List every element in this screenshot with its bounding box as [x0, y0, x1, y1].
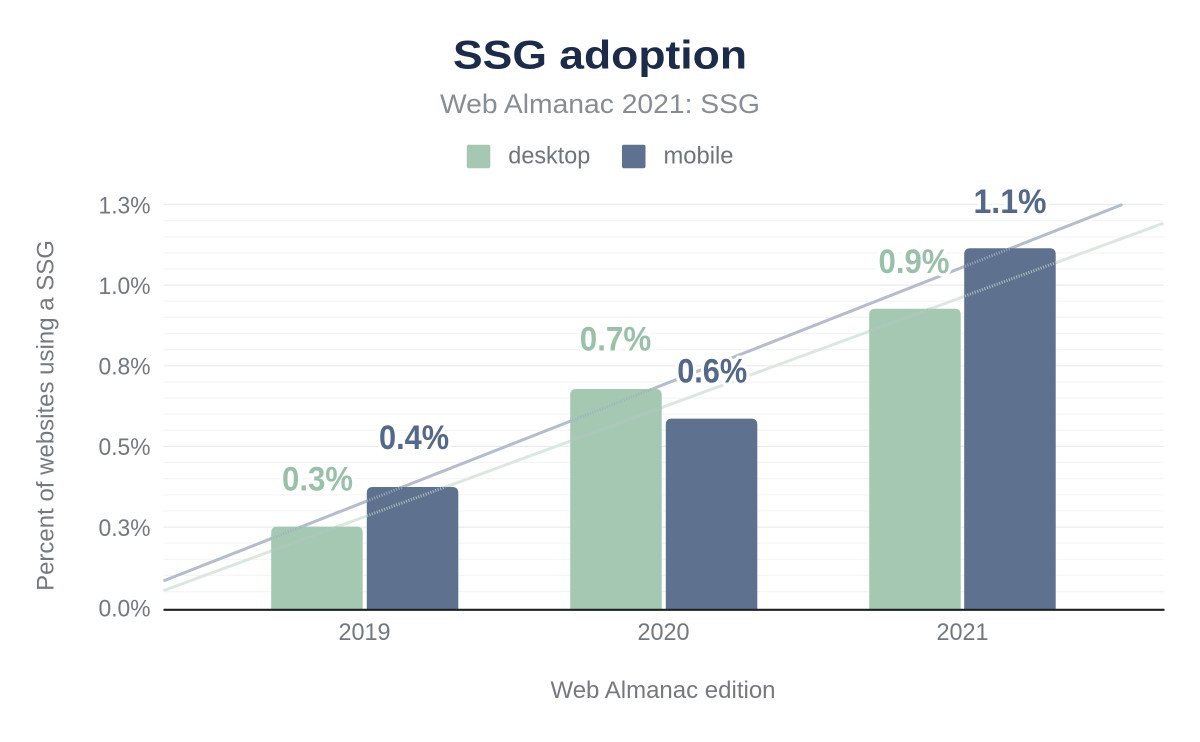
svg-text:desktop: desktop	[508, 143, 590, 170]
svg-text:Web Almanac 2021: SSG: Web Almanac 2021: SSG	[440, 89, 760, 119]
svg-text:2020: 2020	[638, 619, 690, 646]
svg-text:1.3%: 1.3%	[99, 192, 151, 219]
svg-text:1.0%: 1.0%	[99, 273, 151, 300]
svg-text:2019: 2019	[339, 619, 391, 646]
svg-text:1.1%: 1.1%	[974, 183, 1047, 221]
svg-text:0.0%: 0.0%	[99, 596, 151, 623]
svg-text:2021: 2021	[937, 619, 989, 646]
svg-text:SSG adoption: SSG adoption	[453, 33, 747, 77]
svg-text:0.3%: 0.3%	[282, 461, 353, 499]
svg-text:0.3%: 0.3%	[99, 515, 151, 542]
svg-text:0.7%: 0.7%	[580, 320, 652, 358]
svg-text:Web Almanac edition: Web Almanac edition	[550, 677, 775, 704]
svg-text:0.5%: 0.5%	[99, 434, 151, 461]
svg-text:0.9%: 0.9%	[879, 243, 950, 281]
svg-text:Percent of websites using a SS: Percent of websites using a SSG	[33, 240, 60, 591]
svg-text:0.4%: 0.4%	[379, 419, 449, 457]
svg-text:mobile: mobile	[664, 143, 734, 170]
svg-text:0.8%: 0.8%	[99, 354, 151, 381]
svg-text:0.6%: 0.6%	[677, 352, 747, 390]
